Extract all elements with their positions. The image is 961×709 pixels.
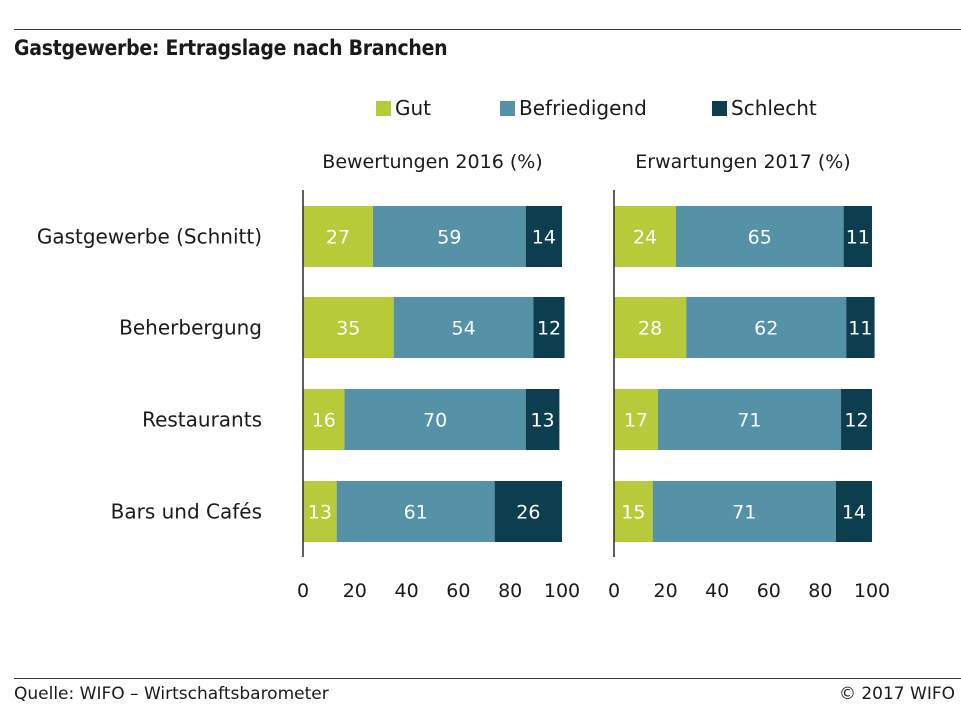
- bar-0-3-1: [336, 481, 495, 542]
- data-label-1-0-0: 24: [633, 227, 657, 249]
- bar-0-0-2: [525, 206, 562, 267]
- data-label-0-1-0: 35: [336, 318, 360, 340]
- chart-title: Gastgewerbe: Ertragslage nach Branchen: [14, 36, 448, 60]
- top-rule: [14, 29, 961, 30]
- legend-label-befriedigend: Befriedigend: [519, 96, 647, 120]
- data-label-0-1-1: 54: [451, 318, 475, 340]
- bar-1-0-2: [843, 206, 872, 267]
- data-label-1-2-0: 17: [624, 410, 648, 432]
- data-label-0-2-1: 70: [423, 410, 447, 432]
- bar-1-1-0: [614, 297, 687, 358]
- bar-0-0-0: [303, 206, 373, 267]
- legend-swatch-befriedigend: [500, 100, 515, 116]
- data-label-1-0-2: 11: [846, 227, 870, 249]
- data-label-0-2-2: 13: [530, 410, 554, 432]
- tick-label-1-1: 20: [654, 580, 678, 602]
- tick-label-1-4: 80: [808, 580, 832, 602]
- data-label-0-2-0: 16: [312, 410, 336, 432]
- tick-label-0-2: 40: [395, 580, 419, 602]
- panel-title-1: Erwartungen 2017 (%): [635, 151, 850, 173]
- legend-swatch-gut: [376, 100, 391, 116]
- legend-label-gut: Gut: [395, 96, 432, 120]
- bar-0-2-1: [344, 389, 526, 450]
- data-label-1-2-1: 71: [737, 410, 761, 432]
- tick-label-0-3: 60: [446, 580, 470, 602]
- bar-0-3-0: [303, 481, 337, 542]
- data-label-0-3-2: 26: [516, 502, 540, 524]
- data-label-0-3-0: 13: [308, 502, 332, 524]
- bar-0-1-0: [303, 297, 394, 358]
- legend: Gut Befriedigend Schlecht: [0, 96, 961, 124]
- legend-label-schlecht: Schlecht: [731, 96, 817, 120]
- legend-item-schlecht: Schlecht: [712, 96, 817, 120]
- legend-item-gut: Gut: [376, 96, 431, 120]
- data-label-1-1-0: 28: [638, 318, 662, 340]
- bar-1-1-1: [686, 297, 847, 358]
- tick-label-1-3: 60: [757, 580, 781, 602]
- tick-label-1-0: 0: [608, 580, 620, 602]
- tick-label-0-0: 0: [297, 580, 309, 602]
- bar-0-1-1: [393, 297, 534, 358]
- category-label-0: Gastgewerbe (Schnitt): [37, 225, 262, 249]
- category-label-1: Beherbergung: [119, 316, 262, 340]
- tick-label-0-1: 20: [343, 580, 367, 602]
- bar-1-1-2: [846, 297, 875, 358]
- legend-item-befriedigend: Befriedigend: [500, 96, 647, 120]
- category-label-3: Bars und Cafés: [111, 500, 262, 524]
- bottom-rule: [14, 678, 961, 679]
- tick-label-1-5: 100: [854, 580, 890, 602]
- data-label-0-3-1: 61: [404, 502, 428, 524]
- copyright-note: © 2017 WIFO: [838, 684, 955, 704]
- bar-1-2-0: [614, 389, 658, 450]
- tick-label-0-4: 80: [498, 580, 522, 602]
- data-label-0-0-1: 59: [437, 227, 461, 249]
- bar-0-1-2: [533, 297, 565, 358]
- bar-1-0-0: [614, 206, 676, 267]
- data-label-1-1-1: 62: [754, 318, 778, 340]
- data-label-1-3-2: 14: [842, 502, 866, 524]
- bar-0-3-2: [494, 481, 562, 542]
- data-label-1-0-1: 65: [748, 227, 772, 249]
- bar-1-3-2: [835, 481, 872, 542]
- data-label-0-1-2: 12: [537, 318, 561, 340]
- bar-1-0-1: [675, 206, 844, 267]
- bar-0-0-1: [372, 206, 526, 267]
- bar-0-2-0: [303, 389, 345, 450]
- tick-label-1-2: 40: [705, 580, 729, 602]
- data-label-1-2-2: 12: [844, 410, 868, 432]
- data-label-0-0-0: 27: [326, 227, 350, 249]
- legend-swatch-schlecht: [712, 100, 727, 116]
- data-label-1-3-0: 15: [621, 502, 645, 524]
- bar-0-2-2: [525, 389, 560, 450]
- bar-1-2-2: [841, 389, 872, 450]
- data-label-1-1-2: 11: [848, 318, 872, 340]
- tick-label-0-5: 100: [544, 580, 580, 602]
- bar-1-2-1: [657, 389, 842, 450]
- category-label-2: Restaurants: [142, 408, 262, 432]
- data-label-0-0-2: 14: [532, 227, 556, 249]
- panel-title-0: Bewertungen 2016 (%): [322, 151, 542, 173]
- data-label-1-3-1: 71: [732, 502, 756, 524]
- source-note: Quelle: WIFO – Wirtschaftsbarometer: [14, 684, 329, 704]
- bar-1-3-0: [614, 481, 653, 542]
- bar-1-3-1: [652, 481, 836, 542]
